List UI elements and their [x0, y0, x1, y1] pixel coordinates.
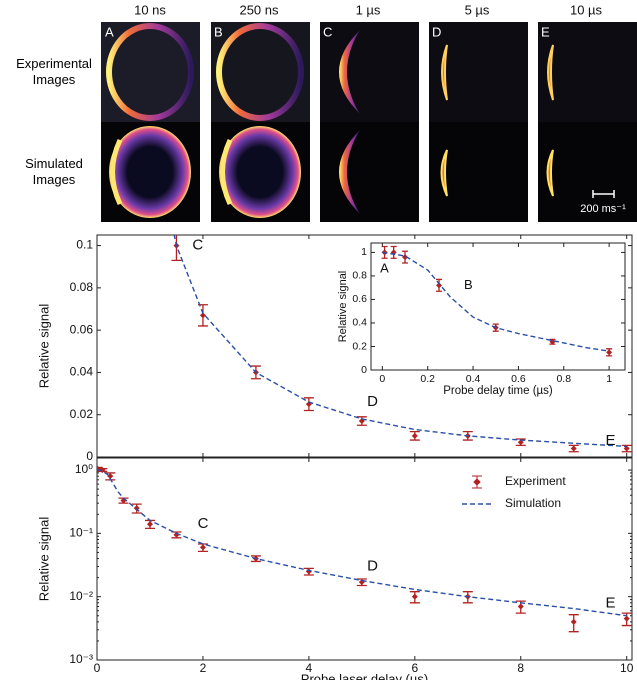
panel-time: 1 µs — [356, 2, 381, 17]
y-axis-label: Relative signal — [36, 304, 51, 389]
y-tick-label: 0.8 — [352, 270, 367, 282]
x-tick-label: 0 — [379, 373, 385, 385]
y-tick-label: 1 — [361, 246, 367, 258]
x-tick-label: 0.8 — [556, 373, 571, 385]
y-tick-label: 10⁰ — [75, 462, 93, 476]
annotation: C — [192, 237, 203, 254]
annotation: C — [198, 515, 209, 532]
legend-label: Experiment — [505, 474, 566, 488]
figure: 200 ms⁻¹ 10 nsA250 nsB1 µsC5 µsD10 µsE00… — [0, 0, 637, 680]
annotation: E — [606, 594, 616, 611]
panel-letter: B — [214, 24, 223, 39]
x-tick-label: 1 — [606, 373, 612, 385]
chart: 200 ms⁻¹ 10 nsA250 nsB1 µsC5 µsD10 µsE00… — [0, 0, 637, 680]
scale-bar-label: 200 ms⁻¹ — [580, 203, 626, 215]
y-tick-label: 10⁻² — [69, 589, 93, 603]
x-tick-label: 8 — [517, 661, 524, 675]
x-tick-label: 10 — [620, 661, 634, 675]
annotation: D — [367, 557, 378, 574]
plot-frame — [371, 243, 625, 370]
x-axis-label: Probe laser delay (µs) — [301, 671, 428, 680]
y-tick-label: 0.1 — [76, 238, 93, 252]
annotation: A — [380, 260, 389, 275]
y-axis-label: Relative signal — [36, 517, 51, 602]
panel-time: 250 ns — [239, 2, 279, 17]
plot-frame — [97, 458, 632, 660]
y-tick-label: 0 — [86, 449, 93, 463]
y-tick-label: 0.02 — [70, 407, 94, 421]
x-tick-label: 0.4 — [466, 373, 481, 385]
y-tick-label: 0.2 — [352, 340, 367, 352]
y-tick-label: 0.6 — [352, 293, 367, 305]
x-axis-label: Probe delay time (µs) — [443, 385, 553, 397]
annotation: B — [464, 277, 473, 292]
y-axis-label: Relative signal — [337, 271, 349, 343]
row-label: Experimental Images — [8, 56, 100, 88]
x-tick-label: 0 — [94, 661, 101, 675]
panel-letter: C — [323, 24, 332, 39]
panel-letter: A — [105, 24, 114, 39]
row-label: Simulated Images — [8, 156, 100, 188]
panel-letter: D — [432, 24, 441, 39]
y-tick-label: 0.06 — [70, 322, 94, 336]
y-tick-label: 0.4 — [352, 317, 367, 329]
image-panels: 200 ms⁻¹ — [101, 22, 637, 222]
panel-time: 10 ns — [134, 2, 166, 17]
y-tick-label: 0.04 — [70, 365, 94, 379]
x-tick-label: 0.2 — [420, 373, 435, 385]
y-tick-label: 0.08 — [70, 280, 94, 294]
x-tick-label: 0.6 — [511, 373, 526, 385]
panel-time: 5 µs — [465, 2, 490, 17]
annotation: D — [367, 393, 378, 410]
y-tick-label: 10⁻³ — [69, 652, 93, 666]
panel-letter: E — [541, 24, 550, 39]
y-tick-label: 10⁻¹ — [69, 526, 93, 540]
y-tick-label: 0 — [361, 364, 367, 376]
x-tick-label: 2 — [200, 661, 207, 675]
legend-label: Simulation — [505, 496, 561, 510]
panel-time: 10 µs — [570, 2, 603, 17]
annotation: E — [606, 432, 616, 449]
